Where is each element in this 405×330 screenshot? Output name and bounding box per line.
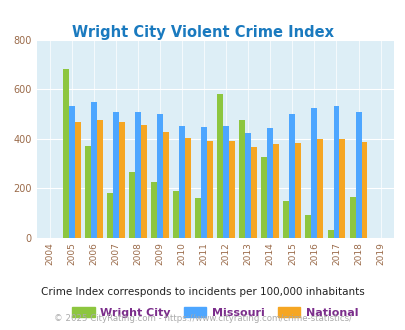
Text: Crime Index corresponds to incidents per 100,000 inhabitants: Crime Index corresponds to incidents per…	[41, 287, 364, 297]
Bar	[327, 230, 333, 238]
Bar	[305, 215, 311, 238]
Bar	[239, 120, 245, 238]
Bar	[355, 112, 360, 238]
Bar	[294, 143, 301, 238]
Bar	[135, 112, 141, 238]
Bar	[317, 139, 322, 238]
Bar	[251, 147, 256, 238]
Bar	[91, 102, 97, 238]
Bar	[228, 141, 234, 238]
Bar	[273, 144, 279, 238]
Legend: Wright City, Missouri, National: Wright City, Missouri, National	[68, 303, 362, 322]
Bar	[339, 139, 345, 238]
Bar	[129, 172, 135, 238]
Bar	[333, 106, 339, 238]
Bar	[207, 141, 213, 238]
Bar	[119, 122, 125, 238]
Bar	[311, 108, 317, 238]
Bar	[179, 126, 185, 238]
Bar	[69, 106, 75, 238]
Bar	[195, 198, 201, 238]
Bar	[151, 182, 157, 238]
Bar	[141, 125, 147, 238]
Bar	[107, 193, 113, 238]
Bar	[157, 115, 163, 238]
Bar	[97, 120, 102, 238]
Bar	[289, 114, 294, 238]
Bar	[217, 94, 223, 238]
Bar	[173, 190, 179, 238]
Bar	[360, 142, 367, 238]
Text: Wright City Violent Crime Index: Wright City Violent Crime Index	[72, 25, 333, 40]
Bar	[349, 197, 355, 238]
Bar	[63, 69, 69, 238]
Bar	[261, 157, 266, 238]
Bar	[85, 146, 91, 238]
Bar	[201, 127, 207, 238]
Bar	[223, 126, 228, 238]
Bar	[163, 132, 168, 238]
Bar	[113, 112, 119, 238]
Bar	[283, 201, 289, 238]
Bar	[185, 138, 191, 238]
Text: © 2025 CityRating.com - https://www.cityrating.com/crime-statistics/: © 2025 CityRating.com - https://www.city…	[54, 314, 351, 323]
Bar	[266, 128, 273, 238]
Bar	[245, 133, 251, 238]
Bar	[75, 122, 81, 238]
